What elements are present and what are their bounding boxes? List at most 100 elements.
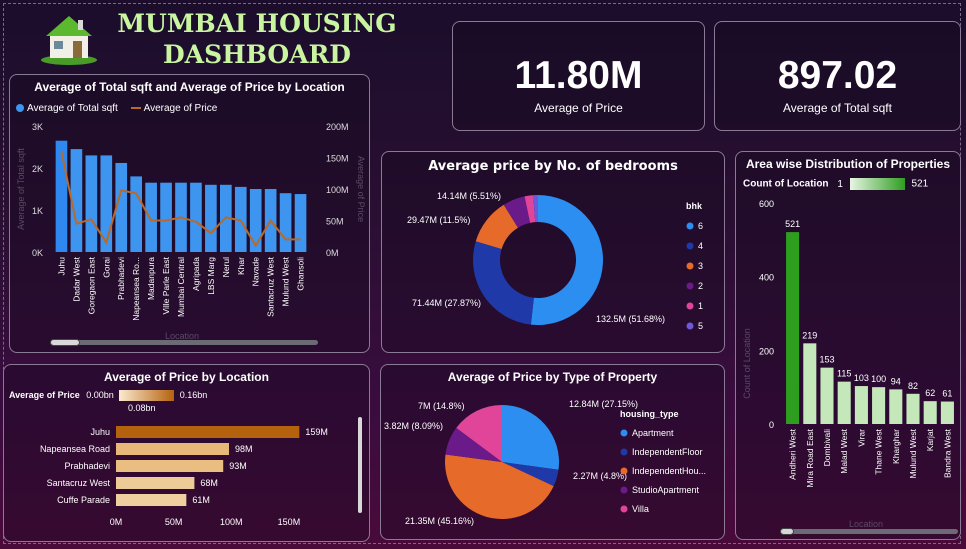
x-tick-label: Santacruz West (266, 256, 276, 316)
data-label: 62 (925, 388, 935, 398)
x-tick-label: Juhu (56, 257, 66, 276)
data-label: 159M (305, 427, 328, 437)
y-tick-label: 400 (759, 273, 774, 283)
legend-dot-icon (686, 242, 694, 250)
data-label: 94 (891, 376, 901, 386)
combo-chart-panel: Average of Total sqft and Average of Pri… (9, 74, 370, 353)
slice-data-label: 71.44M (27.87%) (412, 298, 481, 308)
scrollbar-thumb[interactable] (50, 339, 80, 346)
horizontal-scrollbar[interactable] (780, 528, 958, 535)
horizontal-scrollbar[interactable] (50, 339, 318, 346)
bar (820, 367, 834, 424)
legend-label: Average of Price (143, 103, 218, 114)
legend-label: StudioApartment (632, 485, 700, 495)
bar (786, 232, 800, 424)
y-tick-label: 600 (759, 199, 774, 209)
bar (115, 162, 128, 252)
legend-label: IndependentHou... (632, 466, 706, 476)
data-label: 153 (819, 355, 834, 365)
x-tick-label: Navade (251, 257, 261, 287)
chart-legend: Average of Price 0.00bn 0.16bn (9, 390, 208, 402)
y-tick-label: 0 (769, 420, 774, 430)
x-tick-label: 100M (220, 517, 243, 527)
y-tick-label-right: 200M (326, 122, 349, 132)
legend-max: 0.16bn (179, 390, 208, 400)
bar (55, 140, 68, 252)
bar (160, 182, 172, 252)
bedrooms-chart-panel: Average price by No. of bedrooms 132.5M … (381, 151, 725, 353)
data-label: 521 (785, 219, 800, 229)
pie-slice (533, 195, 538, 223)
price-location-bar-chart: Juhu 159M Napeansea Road 98M Prabhadevi 93M Sa… (40, 426, 328, 527)
data-label: 93M (229, 461, 247, 471)
pie-slice (524, 195, 536, 223)
pie-slice (530, 195, 604, 325)
slice-data-label: 21.35M (45.16%) (405, 516, 474, 526)
kpi-value: 11.80M (514, 54, 643, 97)
bar (116, 477, 195, 489)
legend-dot-icon (16, 104, 24, 113)
legend-label: 3 (698, 261, 703, 271)
pie-slice (445, 427, 502, 462)
legend-label: 4 (698, 241, 703, 251)
y-tick-label: Napeansea Road (40, 444, 110, 454)
kpi-card-sqft: 897.02 Average of Total sqft (714, 21, 961, 131)
chart-title: Area wise Distribution of Properties (745, 157, 951, 171)
x-tick-label: Gorai (101, 257, 111, 278)
x-axis-label: Location (849, 519, 883, 529)
bar (837, 381, 851, 424)
scrollbar-thumb[interactable] (780, 528, 794, 535)
slice-data-label: 2.27M (4.8%) (573, 471, 627, 481)
legend-dot-icon (620, 448, 628, 456)
area-chart-panel: Area wise Distribution of Properties Cou… (735, 151, 961, 540)
x-tick-label: Ville Parle East (161, 256, 171, 314)
pie-slice (502, 405, 559, 470)
legend-label: 5 (698, 321, 703, 331)
x-tick-label: Dombivali (822, 429, 832, 466)
legend-gradient (849, 178, 905, 190)
y-tick-label-right: 150M (326, 154, 349, 164)
data-label: 219 (802, 330, 817, 340)
bar (116, 494, 187, 506)
legend-title: housing_type (620, 409, 679, 419)
x-tick-label: Andheri West (788, 428, 798, 480)
data-label: 68M (200, 478, 218, 488)
legend-dot-icon (686, 282, 694, 290)
slice-data-label: 12.84M (27.15%) (569, 399, 638, 409)
kpi-value: 897.02 (777, 54, 898, 97)
legend-label: 2 (698, 281, 703, 291)
legend-dot-icon (686, 302, 694, 310)
x-tick-label: Kharghar (891, 429, 901, 464)
bar (889, 389, 903, 424)
y-axis-label-left: Average of Total sqft (16, 148, 26, 230)
legend-title: bhk (686, 201, 703, 211)
legend-max: 521 (911, 178, 929, 190)
legend-label: 1 (698, 301, 703, 311)
pie-slice (473, 241, 534, 325)
data-label: 61M (192, 495, 210, 505)
legend-dot-icon (620, 486, 628, 494)
legend-label: Villa (632, 504, 649, 514)
price-line (60, 151, 301, 248)
x-tick-label: LBS Marg (206, 257, 216, 295)
bar (234, 186, 247, 252)
bar (70, 149, 83, 252)
legend-dot-icon (620, 505, 628, 513)
bar (279, 193, 292, 252)
legend-label: Average of Price (9, 390, 80, 400)
slice-data-label: 132.5M (51.68%) (596, 314, 665, 324)
x-tick-label: Karjat (925, 428, 935, 451)
legend-label: Count of Location (743, 178, 829, 190)
bar (872, 387, 886, 424)
x-tick-label: Goregaon East (86, 256, 96, 314)
data-label: 103 (854, 373, 869, 383)
vertical-scrollbar[interactable] (358, 417, 362, 513)
bar (923, 401, 937, 424)
data-label: 100 (871, 374, 886, 384)
x-tick-label: Nerul (221, 257, 231, 277)
bar (854, 386, 868, 424)
x-tick-label: Agripada (191, 257, 201, 291)
bar (85, 155, 98, 252)
legend-dot-icon (620, 467, 628, 475)
house-logo-icon (41, 16, 97, 65)
